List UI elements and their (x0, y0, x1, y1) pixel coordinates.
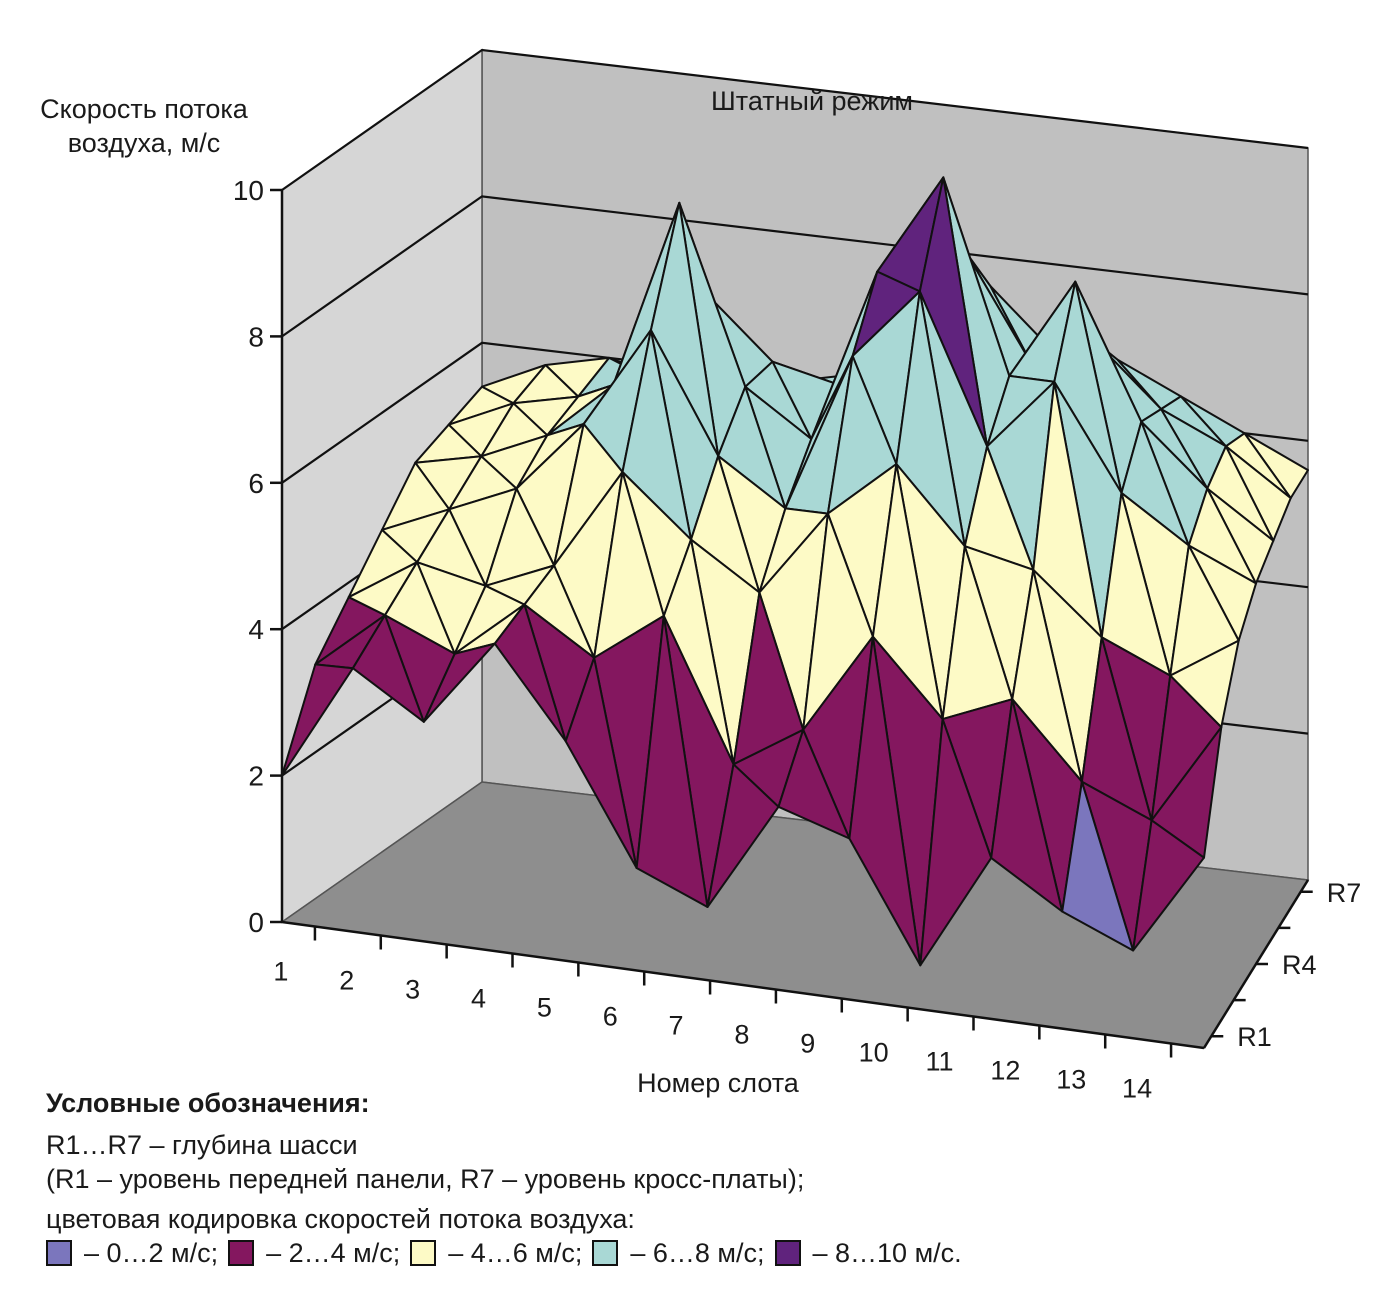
surface-facet (351, 614, 425, 723)
surface-facet (990, 698, 1064, 913)
surface-facet (281, 663, 354, 777)
depth-tick-label: R4 (1282, 950, 1317, 980)
legend-item: – 8…10 м/с. (774, 1236, 962, 1270)
y-axis-title: Скорость потока (40, 94, 249, 124)
legend-swatch (774, 1240, 801, 1266)
y-tick-label: 0 (248, 907, 264, 938)
x-axis-title: Номер слота (637, 1068, 800, 1098)
surface-facet (1061, 780, 1135, 952)
y-tick-label: 6 (248, 468, 264, 499)
y-tick-label: 8 (248, 321, 264, 352)
legend-swatch (46, 1240, 72, 1266)
x-tick-label: 13 (1056, 1065, 1086, 1095)
surface-facet (564, 656, 638, 869)
surface-chart: 0 2 4 6 8 10 1 2 3 4 5 6 7 8 9 10 11 12 13 14 R1 R4 R7 Штатный … (40, 48, 1362, 1104)
x-tick-label: 3 (405, 975, 420, 1005)
legend-item-label: – 8…10 м/с. (812, 1238, 962, 1268)
x-tick-label: 1 (273, 957, 288, 987)
x-tick-label: 5 (537, 993, 552, 1023)
legend-item: – 2…4 м/с; (228, 1236, 400, 1270)
x-tick-label: 14 (1122, 1074, 1152, 1101)
legend-swatch (592, 1240, 619, 1266)
surface-facet (777, 728, 851, 840)
surface-facet (1132, 819, 1205, 952)
legend-heading: Условные обозначения: (46, 1088, 370, 1118)
surface-facet (422, 642, 496, 723)
legend-item: – 0…2 м/с; (46, 1236, 218, 1270)
y-tick-label: 4 (248, 614, 264, 645)
legend-depth-line: R1…R7 – глубина шасси (46, 1130, 358, 1160)
legend-item: – 4…6 м/с; (410, 1236, 582, 1270)
legend: Условные обозначения: R1…R7 – глубина ша… (46, 1086, 1366, 1274)
x-tick-label: 2 (339, 966, 354, 996)
legend-item-label: – 4…6 м/с; (448, 1238, 583, 1268)
y-axis-title: воздуха, м/с (68, 128, 221, 158)
legend-item: – 6…8 м/с; (592, 1236, 765, 1270)
depth-tick-label: R7 (1327, 878, 1362, 908)
x-tick-label: 4 (471, 984, 486, 1014)
surface-facet (635, 614, 709, 908)
legend-item-label: – 0…2 м/с; (84, 1238, 219, 1268)
legend-item-label: – 6…8 м/с; (630, 1238, 765, 1268)
x-tick-label: 9 (800, 1029, 815, 1059)
gridline-8 (281, 195, 1309, 338)
depth-tick-label: R1 (1237, 1022, 1272, 1052)
x-tick-label: 8 (734, 1020, 749, 1050)
y-tick-label: 10 (233, 175, 264, 206)
chart-title: Штатный режим (711, 86, 913, 116)
x-tick-label: 6 (603, 1002, 618, 1032)
x-tick-label: 12 (990, 1056, 1020, 1086)
legend-swatch (228, 1240, 255, 1266)
chart-axes (270, 188, 1313, 1058)
surface-facet (493, 603, 567, 743)
surface-mesh (281, 176, 1309, 967)
gridline-10 (281, 48, 1309, 191)
legend-color-coding: цветовая кодировка скоростей потока возд… (46, 1204, 635, 1234)
surface-facet (706, 763, 780, 908)
y-tick-label: 2 (248, 761, 264, 792)
x-tick-label: 10 (859, 1038, 889, 1068)
surface-facet (919, 718, 993, 967)
x-tick-label: 7 (669, 1011, 684, 1041)
x-tick-label: 11 (925, 1047, 953, 1077)
legend-depth-explanation: (R1 – уровень передней панели, R7 – уров… (46, 1164, 805, 1194)
legend-item-label: – 2…4 м/с; (266, 1238, 401, 1268)
x-axis-line (281, 920, 1205, 1050)
legend-swatches: – 0…2 м/с; – 2…4 м/с; – 4…6 м/с; – 6…8 м/с;… (46, 1236, 1366, 1274)
surface-facet (848, 635, 922, 967)
legend-swatch (410, 1240, 437, 1266)
